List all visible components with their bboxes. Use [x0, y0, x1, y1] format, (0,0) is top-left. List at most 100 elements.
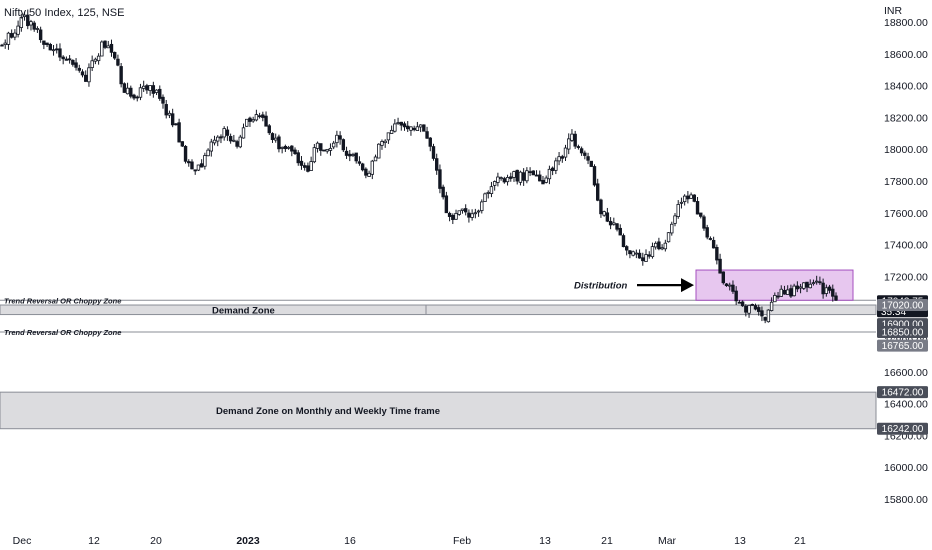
candle	[409, 126, 413, 136]
x-tick-label: 21	[601, 535, 613, 547]
candle	[386, 132, 391, 144]
x-tick-label: 13	[539, 535, 551, 547]
candle	[734, 286, 738, 305]
x-tick-label: 21	[794, 535, 806, 547]
candle	[132, 93, 136, 101]
price-axis[interactable]: 15800.0016000.0016200.0016400.0016600.00…	[884, 17, 928, 506]
price-tag: 17020.00	[877, 299, 928, 312]
price-tag: 16850.00	[877, 326, 928, 339]
candle	[521, 168, 526, 186]
candle	[161, 94, 165, 109]
candle	[367, 170, 371, 177]
candle	[525, 167, 529, 184]
candle	[757, 304, 761, 316]
candle	[373, 154, 378, 162]
candle	[628, 249, 632, 259]
candle	[602, 210, 606, 217]
candle	[769, 297, 774, 312]
candle	[331, 140, 336, 150]
time-axis[interactable]: Dec 12 20 2023 16 Feb 13 21 Mar 13 21	[13, 535, 806, 547]
candle	[48, 42, 53, 51]
candle	[13, 29, 17, 41]
candle	[348, 149, 352, 162]
annotations-layer: Trend Reversal OR Choppy Zone Trend Rever…	[4, 278, 694, 417]
candle	[22, 11, 27, 21]
price-tags: 17043.7535:3417020.0016900.0016850.00167…	[877, 295, 928, 435]
candle	[158, 85, 162, 101]
candle	[496, 172, 500, 187]
candle	[689, 192, 693, 199]
candle	[232, 134, 236, 143]
candle	[827, 284, 832, 294]
candle	[480, 199, 484, 214]
candle	[241, 123, 246, 139]
candle	[35, 26, 40, 33]
y-tick-label: 17400.00	[884, 240, 928, 252]
candle	[306, 162, 310, 173]
candle	[335, 130, 339, 148]
candle	[187, 159, 191, 167]
candle	[766, 309, 771, 323]
candle	[257, 112, 262, 119]
candle	[818, 276, 822, 285]
candle	[141, 80, 146, 92]
candle	[264, 111, 268, 127]
candle	[119, 63, 123, 88]
candle	[19, 13, 24, 32]
candle	[45, 42, 49, 47]
price-tag-value: 17020.00	[882, 301, 924, 312]
candle	[473, 208, 478, 219]
distribution-arrow-head	[681, 278, 694, 293]
candle	[357, 156, 362, 166]
candle	[193, 169, 197, 175]
candle	[647, 251, 651, 259]
candle	[721, 271, 725, 285]
candle	[90, 55, 94, 72]
candle	[364, 167, 368, 179]
candle	[412, 125, 416, 132]
candle	[534, 170, 539, 177]
candle	[418, 124, 423, 133]
candle	[151, 81, 156, 98]
candle	[174, 123, 178, 126]
price-tag-value: 16850.00	[882, 328, 924, 339]
candle	[489, 181, 494, 198]
candle	[100, 40, 104, 57]
candle	[138, 83, 143, 101]
candle	[431, 143, 436, 161]
candle	[26, 9, 30, 30]
candle	[399, 121, 403, 131]
candle	[380, 139, 384, 150]
candle	[370, 159, 375, 180]
candle	[457, 210, 461, 216]
candle	[148, 85, 152, 96]
candle	[177, 118, 181, 143]
candle	[676, 200, 680, 219]
x-tick-label: 2023	[236, 535, 260, 547]
candle	[451, 213, 455, 225]
candle	[441, 184, 445, 200]
candle	[16, 20, 20, 38]
candle	[32, 20, 36, 32]
candle	[518, 170, 523, 186]
candle	[254, 109, 259, 122]
candle	[831, 284, 835, 302]
candle	[415, 121, 420, 131]
candle	[583, 150, 587, 160]
demand-zone-label: Demand Zone	[212, 305, 275, 316]
candle	[447, 211, 452, 222]
candle	[109, 39, 114, 57]
candle	[608, 217, 613, 230]
y-tick-label: 15800.00	[884, 494, 928, 506]
candle	[267, 124, 271, 135]
demand-zone-3[interactable]	[0, 391, 877, 430]
candle	[341, 138, 346, 152]
candle	[589, 160, 593, 168]
candle	[216, 135, 220, 147]
candle	[724, 283, 729, 287]
demand-zone-2[interactable]	[0, 304, 877, 316]
y-tick-label: 16600.00	[884, 367, 928, 379]
currency-label: INR	[884, 5, 903, 17]
x-tick-label: 12	[88, 535, 100, 547]
